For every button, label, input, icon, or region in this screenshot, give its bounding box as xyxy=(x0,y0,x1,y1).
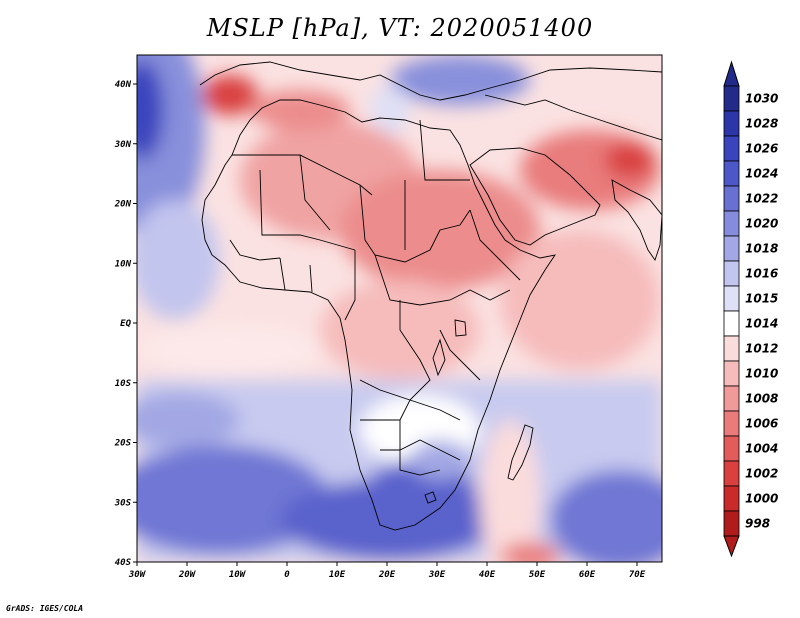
colorbar-swatch xyxy=(723,160,740,187)
colorbar-swatch xyxy=(723,485,740,512)
lat-tick-label: 10S xyxy=(115,379,132,389)
colorbar-label: 1006 xyxy=(745,417,778,431)
colorbar-label: 1010 xyxy=(745,367,778,381)
colorbar-label: 1015 xyxy=(745,292,778,306)
lon-tick-label: 50E xyxy=(529,570,546,580)
colorbar-label: 1022 xyxy=(745,192,778,206)
lon-tick-label: 40E xyxy=(479,570,496,580)
lat-tick-label: EQ xyxy=(120,319,131,329)
lat-tick-label: 20N xyxy=(114,200,132,210)
colorbar-label: 1012 xyxy=(745,342,778,356)
colorbar-swatch xyxy=(723,210,740,237)
lon-tick-label: 10W xyxy=(229,570,247,580)
map-title: MSLP [hPa], VT: 2020051400 xyxy=(206,14,594,42)
colorbar-label: 998 xyxy=(745,517,770,531)
lon-tick-label: 10E xyxy=(329,570,346,580)
lon-tick-label: 30E xyxy=(428,570,446,580)
lat-tick-label: 30S xyxy=(114,498,132,508)
lat-tick-label: 30N xyxy=(114,140,132,150)
colorbar-swatch xyxy=(723,360,740,387)
latitude-axis: 40N 30N 20N 10N EQ 10S 20S 30S 40S xyxy=(114,80,137,568)
lat-tick-label: 40S xyxy=(115,558,132,568)
colorbar-label: 1026 xyxy=(745,142,778,156)
lon-tick-label: 60E xyxy=(579,570,596,580)
colorbar-swatch xyxy=(723,335,740,362)
colorbar-swatch xyxy=(723,235,740,262)
colorbar-label: 1016 xyxy=(745,267,778,281)
colorbar-top-arrow xyxy=(723,60,740,87)
lon-tick-label: 20W xyxy=(178,570,197,580)
lat-tick-label: 40N xyxy=(115,80,132,90)
colorbar: 1030 1028 1026 1024 1022 1020 1018 1016 1015 1014… xyxy=(723,60,778,558)
colorbar-label: 1008 xyxy=(745,392,778,406)
colorbar-bottom-arrow xyxy=(723,535,740,558)
colorbar-label: 1000 xyxy=(745,492,778,506)
colorbar-swatch xyxy=(723,110,740,137)
colorbar-label: 1024 xyxy=(745,167,778,181)
colorbar-label: 1028 xyxy=(745,117,778,131)
map-frame xyxy=(136,54,663,563)
colorbar-swatch xyxy=(723,460,740,487)
country-borders xyxy=(199,61,662,531)
lon-tick-label: 30W xyxy=(128,570,147,580)
colorbar-swatch xyxy=(723,260,740,287)
colorbar-swatch xyxy=(723,285,740,312)
colorbar-swatch xyxy=(723,385,740,412)
colorbar-swatch xyxy=(723,410,740,437)
lon-tick-label: 0 xyxy=(284,570,290,580)
lat-tick-label: 20S xyxy=(114,439,132,449)
colorbar-label: 1004 xyxy=(745,442,778,456)
colorbar-label: 1002 xyxy=(745,467,778,481)
lon-tick-label: 20E xyxy=(378,570,396,580)
lat-tick-label: 10N xyxy=(115,259,132,269)
colorbar-swatch xyxy=(723,435,740,462)
colorbar-swatch xyxy=(723,85,740,112)
lon-tick-label: 70E xyxy=(629,570,646,580)
colorbar-label: 1020 xyxy=(745,217,778,231)
pressure-field xyxy=(137,55,662,562)
colorbar-label: 1018 xyxy=(745,242,778,256)
colorbar-label: 1014 xyxy=(745,317,778,331)
colorbar-label: 1030 xyxy=(745,92,778,106)
colorbar-swatch xyxy=(723,510,740,537)
credit-text: GrADS: IGES/COLA xyxy=(6,604,84,613)
colorbar-swatch xyxy=(723,135,740,162)
colorbar-swatch xyxy=(723,310,740,337)
longitude-axis: 30W 20W 10W 0 10E 20E 30E 40E 50E 60E 70E xyxy=(128,562,646,580)
colorbar-swatch xyxy=(723,185,740,212)
